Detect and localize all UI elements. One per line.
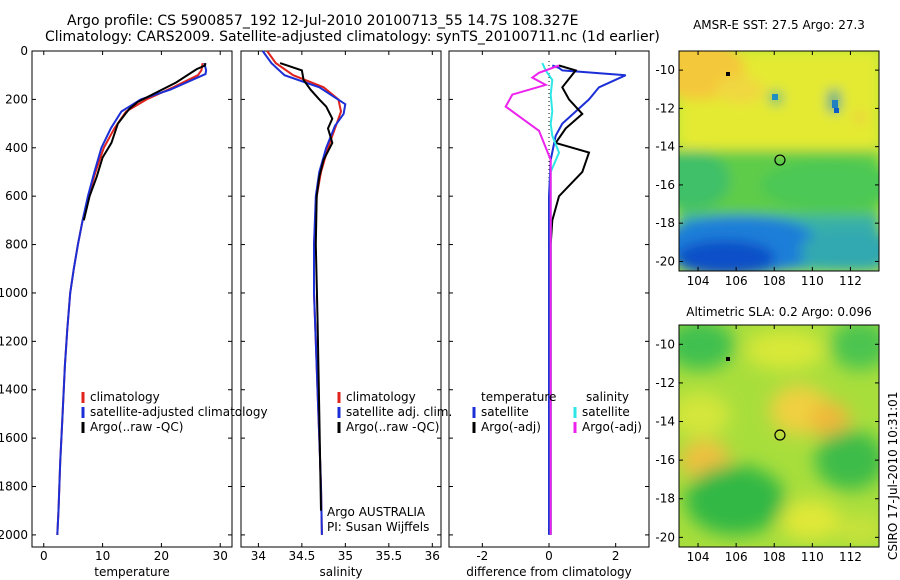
y-tick-label: -16 (655, 453, 675, 467)
y-tick-label: 0 (20, 44, 28, 58)
y-tick-label: 1200 (0, 334, 28, 348)
x-tick-label: 34.5 (289, 549, 316, 563)
x-tick-label: 36 (425, 549, 440, 563)
sst-map-field (679, 51, 879, 271)
x-tick-label: 0 (40, 549, 48, 563)
map-title: Altimetric SLA: 0.2 Argo: 0.096 (686, 305, 871, 319)
legend-label: Argo(-adj) (582, 420, 642, 434)
y-tick-label: -14 (655, 140, 675, 154)
x-tick-label: 104 (687, 550, 710, 564)
x-axis-label: difference from climatology (466, 565, 632, 579)
x-tick-label: 10 (95, 549, 110, 563)
y-tick-label: -14 (655, 415, 675, 429)
legend-label: Argo(-adj) (481, 420, 541, 434)
x-tick-label: 20 (154, 549, 169, 563)
legend-difference: temperature salinitysatelliteArgo(-adj)sa… (472, 390, 642, 434)
legend-label: climatology (90, 390, 160, 404)
legend-label: Argo(..raw -QC) (346, 420, 439, 434)
legend-label: satellite (481, 405, 529, 419)
x-tick-label: 30 (213, 549, 228, 563)
legend-label: satellite-adjusted climatology (90, 405, 268, 419)
legend-heading: salinity (586, 390, 629, 404)
series-line-temperature-satellite (548, 64, 627, 535)
axes-frame (240, 50, 442, 548)
annotation-line: PI: Susan Wijffels (327, 520, 429, 534)
y-tick-label: -20 (655, 254, 675, 268)
legend-heading: temperature (481, 390, 556, 404)
x-tick-label: 106 (725, 274, 748, 288)
profile-panel-2: 34 34.5 35 35.5 36 salinity (240, 50, 442, 579)
x-tick-label: 35 (338, 549, 353, 563)
x-tick-label: -2 (476, 549, 488, 563)
y-tick-label: 2000 (0, 528, 28, 542)
map-title: AMSR-E SST: 27.5 Argo: 27.3 (693, 18, 865, 32)
y-tick-label: -12 (655, 376, 675, 390)
x-axis-label: salinity (319, 565, 362, 579)
y-tick-label: 600 (5, 189, 28, 203)
credit-label: CSIRO 17-Jul-2010 10:31:01 (886, 391, 900, 560)
argo-position-marker (774, 429, 786, 441)
y-tick-label: 1000 (0, 286, 28, 300)
series-line-argo-raw-qc- (279, 62, 334, 511)
profile-panel-3: -2 0 2 difference from climatology (448, 50, 650, 579)
legend-label: climatology (346, 390, 416, 404)
y-tick-label: -12 (655, 101, 675, 115)
y-tick-label: 1600 (0, 431, 28, 445)
x-tick-label: 112 (839, 274, 862, 288)
x-tick-label: 112 (839, 550, 862, 564)
series-line-salinity-argo-adj- (504, 64, 560, 535)
annotation-line: Argo AUSTRALIA (327, 505, 426, 519)
y-tick-label: -10 (655, 63, 675, 77)
header-line-1: Argo profile: CS 5900857_192 12-Jul-2010… (67, 13, 579, 29)
x-tick-label: 34 (251, 549, 266, 563)
sla-map-field (679, 325, 879, 547)
y-tick-label: 800 (5, 238, 28, 252)
series-line-satellite-adjusted-climatology (56, 62, 208, 535)
x-tick-label: 106 (725, 550, 748, 564)
y-tick-label: 400 (5, 141, 28, 155)
x-tick-label: 35.5 (375, 549, 402, 563)
x-tick-label: 2 (612, 549, 620, 563)
argo-position-marker (774, 154, 786, 166)
y-tick-label: 1400 (0, 383, 28, 397)
series-line-satellite-adj-clim- (261, 50, 347, 535)
y-tick-label: -18 (655, 216, 675, 230)
y-tick-label: 1800 (0, 480, 28, 494)
y-tick-label: -10 (655, 337, 675, 351)
y-tick-label: -16 (655, 178, 675, 192)
y-tick-label: -18 (655, 492, 675, 506)
x-tick-label: 0 (545, 549, 553, 563)
y-tick-label: -20 (655, 530, 675, 544)
profile-panel-1: 0 10 20 30 0 200 400 600 800 1000 1200 1400 1600 1800… (0, 44, 233, 579)
series-line-argo-raw-qc- (82, 62, 207, 221)
x-tick-label: 104 (687, 274, 710, 288)
legend-label: satellite adj. clim. (346, 405, 452, 419)
axes-frame (31, 50, 233, 548)
legend-label: satellite (582, 405, 630, 419)
y-tick-label: 200 (5, 92, 28, 106)
x-tick-label: 110 (801, 550, 824, 564)
header-line-2: Climatology: CARS2009. Satellite-adjuste… (45, 29, 660, 45)
map-panel-1: AMSR-E SST: 27.5 Argo: 27.3 104 106 108 110 1… (655, 18, 880, 288)
x-tick-label: 110 (801, 274, 824, 288)
map-frame (678, 50, 880, 272)
x-axis-label: temperature (94, 565, 169, 579)
legend-label: Argo(..raw -QC) (90, 420, 183, 434)
map-frame (678, 324, 880, 548)
series-line-climatology (56, 62, 204, 535)
x-tick-label: 108 (763, 274, 786, 288)
map-panel-2: Altimetric SLA: 0.2 Argo: 0.096 104 106 108… (655, 305, 880, 564)
x-tick-label: 108 (763, 550, 786, 564)
